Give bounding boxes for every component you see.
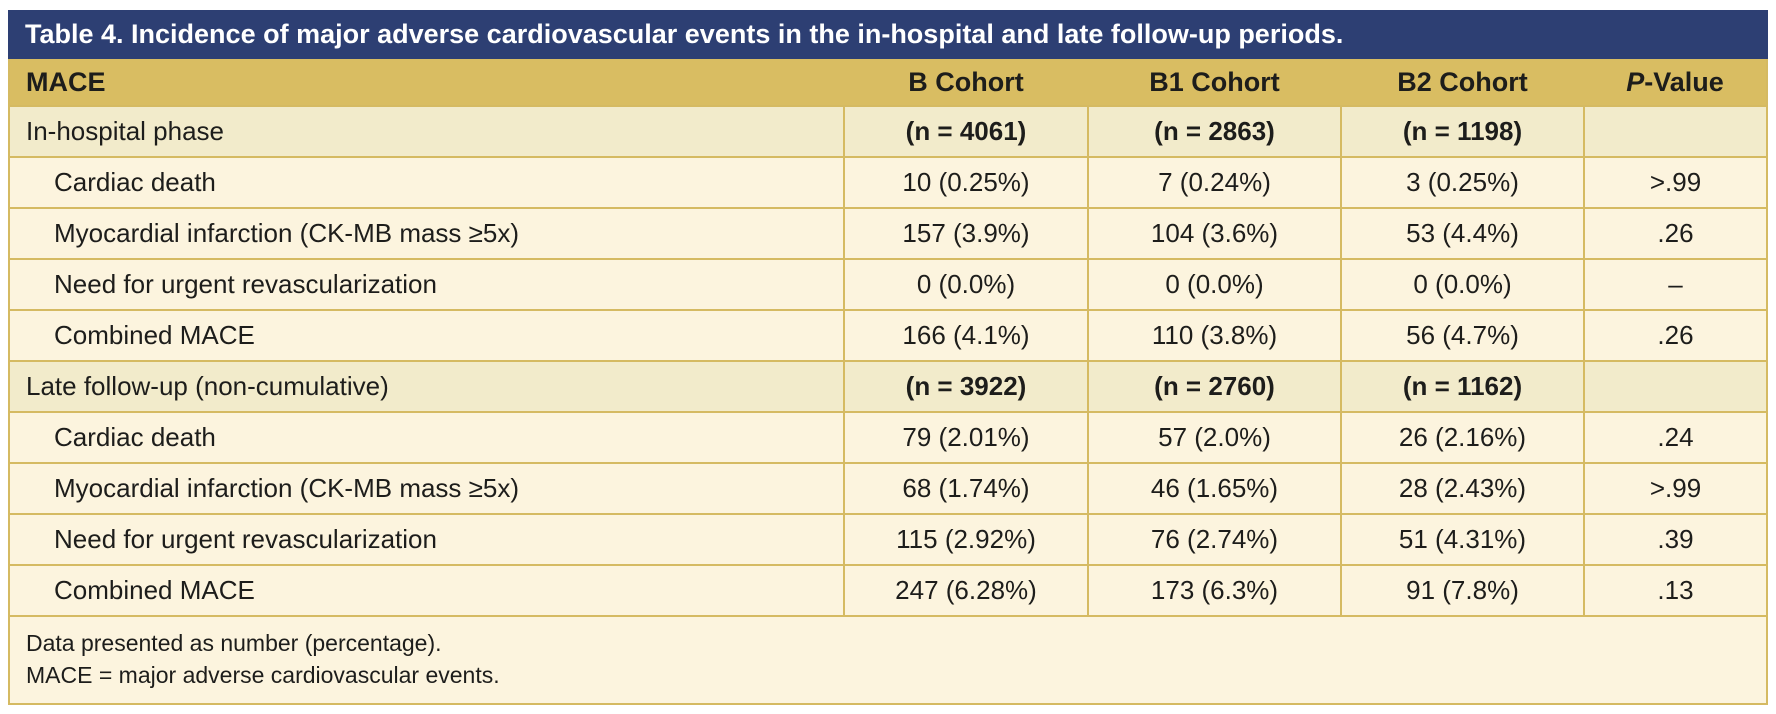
- cell-value: .24: [1583, 411, 1768, 464]
- table-row: Need for urgent revascularization 0 (0.0%…: [8, 258, 1768, 311]
- cell-value: 115 (2.92%): [843, 513, 1089, 566]
- cell-value: (n = 1198): [1340, 105, 1585, 158]
- row-label: Cardiac death: [8, 156, 845, 209]
- column-header-mace: MACE: [9, 59, 844, 106]
- mace-incidence-table: Table 4. Incidence of major adverse card…: [8, 10, 1768, 706]
- cell-value: 0 (0.0%): [1340, 258, 1585, 311]
- cell-value: 10 (0.25%): [843, 156, 1089, 209]
- cell-value: >.99: [1583, 156, 1768, 209]
- table-title: Table 4. Incidence of major adverse card…: [25, 19, 1344, 49]
- cell-value: .13: [1583, 564, 1768, 617]
- table-row: Myocardial infarction (CK-MB mass ≥5x) 15…: [8, 207, 1768, 260]
- data-table: MACE B Cohort B1 Cohort B2 Cohort P-Value In…: [8, 59, 1768, 706]
- row-label: Myocardial infarction (CK-MB mass ≥5x): [8, 207, 845, 260]
- cell-value: (n = 1162): [1340, 360, 1585, 413]
- cell-value: 0 (0.0%): [1087, 258, 1342, 311]
- cell-value: 157 (3.9%): [843, 207, 1089, 260]
- footnote-cell: Data presented as number (percentage). M…: [8, 614, 1768, 706]
- footnote-mace-definition: MACE = major adverse cardiovascular even…: [26, 662, 500, 689]
- cell-value: 166 (4.1%): [843, 309, 1089, 362]
- cell-value: 76 (2.74%): [1087, 513, 1342, 566]
- row-label: Need for urgent revascularization: [8, 513, 845, 566]
- row-label: Combined MACE: [8, 564, 845, 617]
- cell-value: 56 (4.7%): [1340, 309, 1585, 362]
- footnote-data-presented: Data presented as number (percentage).: [26, 630, 442, 656]
- column-header-row: MACE B Cohort B1 Cohort B2 Cohort P-Value: [9, 59, 1767, 106]
- cell-value: 26 (2.16%): [1340, 411, 1585, 464]
- row-label: Myocardial infarction (CK-MB mass ≥5x): [8, 462, 845, 515]
- cell-value: (n = 4061): [843, 105, 1089, 158]
- table-row: Cardiac death 10 (0.25%) 7 (0.24%) 3 (0.25%…: [8, 156, 1768, 209]
- table-row: Combined MACE 247 (6.28%) 173 (6.3%) 91 (7.…: [8, 564, 1768, 617]
- section-row: Late follow-up (non-cumulative) (n = 3922…: [8, 360, 1768, 413]
- row-label: Cardiac death: [8, 411, 845, 464]
- cell-value: 91 (7.8%): [1340, 564, 1585, 617]
- cell-value: 104 (3.6%): [1087, 207, 1342, 260]
- table-title-bar: Table 4. Incidence of major adverse card…: [8, 10, 1768, 59]
- cell-value: –: [1583, 258, 1768, 311]
- row-label: Combined MACE: [8, 309, 845, 362]
- column-header-b-cohort: B Cohort: [844, 59, 1088, 106]
- cell-value: 51 (4.31%): [1340, 513, 1585, 566]
- cell-value: >.99: [1583, 462, 1768, 515]
- table-row: Combined MACE 166 (4.1%) 110 (3.8%) 56 (4.7…: [8, 309, 1768, 362]
- cell-value: 46 (1.65%): [1087, 462, 1342, 515]
- section-row: In-hospital phase (n = 4061) (n = 2863) (n …: [8, 105, 1768, 158]
- table-row: Need for urgent revascularization 115 (2.…: [8, 513, 1768, 566]
- cell-value: 110 (3.8%): [1087, 309, 1342, 362]
- cell-value: .26: [1583, 207, 1768, 260]
- table-row: Cardiac death 79 (2.01%) 57 (2.0%) 26 (2.16…: [8, 411, 1768, 464]
- row-label: Late follow-up (non-cumulative): [8, 360, 845, 413]
- cell-value: 173 (6.3%): [1087, 564, 1342, 617]
- footnote-row: Data presented as number (percentage). M…: [8, 614, 1768, 706]
- cell-value: (n = 3922): [843, 360, 1089, 413]
- column-header-p-value: P-Value: [1584, 59, 1767, 106]
- cell-value: 0 (0.0%): [843, 258, 1089, 311]
- cell-value: (n = 2760): [1087, 360, 1342, 413]
- cell-value: 79 (2.01%): [843, 411, 1089, 464]
- cell-value: [1583, 105, 1768, 158]
- cell-value: 3 (0.25%): [1340, 156, 1585, 209]
- cell-value: [1583, 360, 1768, 413]
- cell-value: (n = 2863): [1087, 105, 1342, 158]
- row-label: In-hospital phase: [8, 105, 845, 158]
- cell-value: 7 (0.24%): [1087, 156, 1342, 209]
- column-header-b1-cohort: B1 Cohort: [1088, 59, 1341, 106]
- cell-value: 28 (2.43%): [1340, 462, 1585, 515]
- cell-value: .26: [1583, 309, 1768, 362]
- cell-value: 247 (6.28%): [843, 564, 1089, 617]
- cell-value: 53 (4.4%): [1340, 207, 1585, 260]
- row-label: Need for urgent revascularization: [8, 258, 845, 311]
- cell-value: 68 (1.74%): [843, 462, 1089, 515]
- table-row: Myocardial infarction (CK-MB mass ≥5x) 68…: [8, 462, 1768, 515]
- table-body: In-hospital phase (n = 4061) (n = 2863) (n …: [8, 105, 1768, 617]
- column-header-b2-cohort: B2 Cohort: [1341, 59, 1584, 106]
- cell-value: 57 (2.0%): [1087, 411, 1342, 464]
- cell-value: .39: [1583, 513, 1768, 566]
